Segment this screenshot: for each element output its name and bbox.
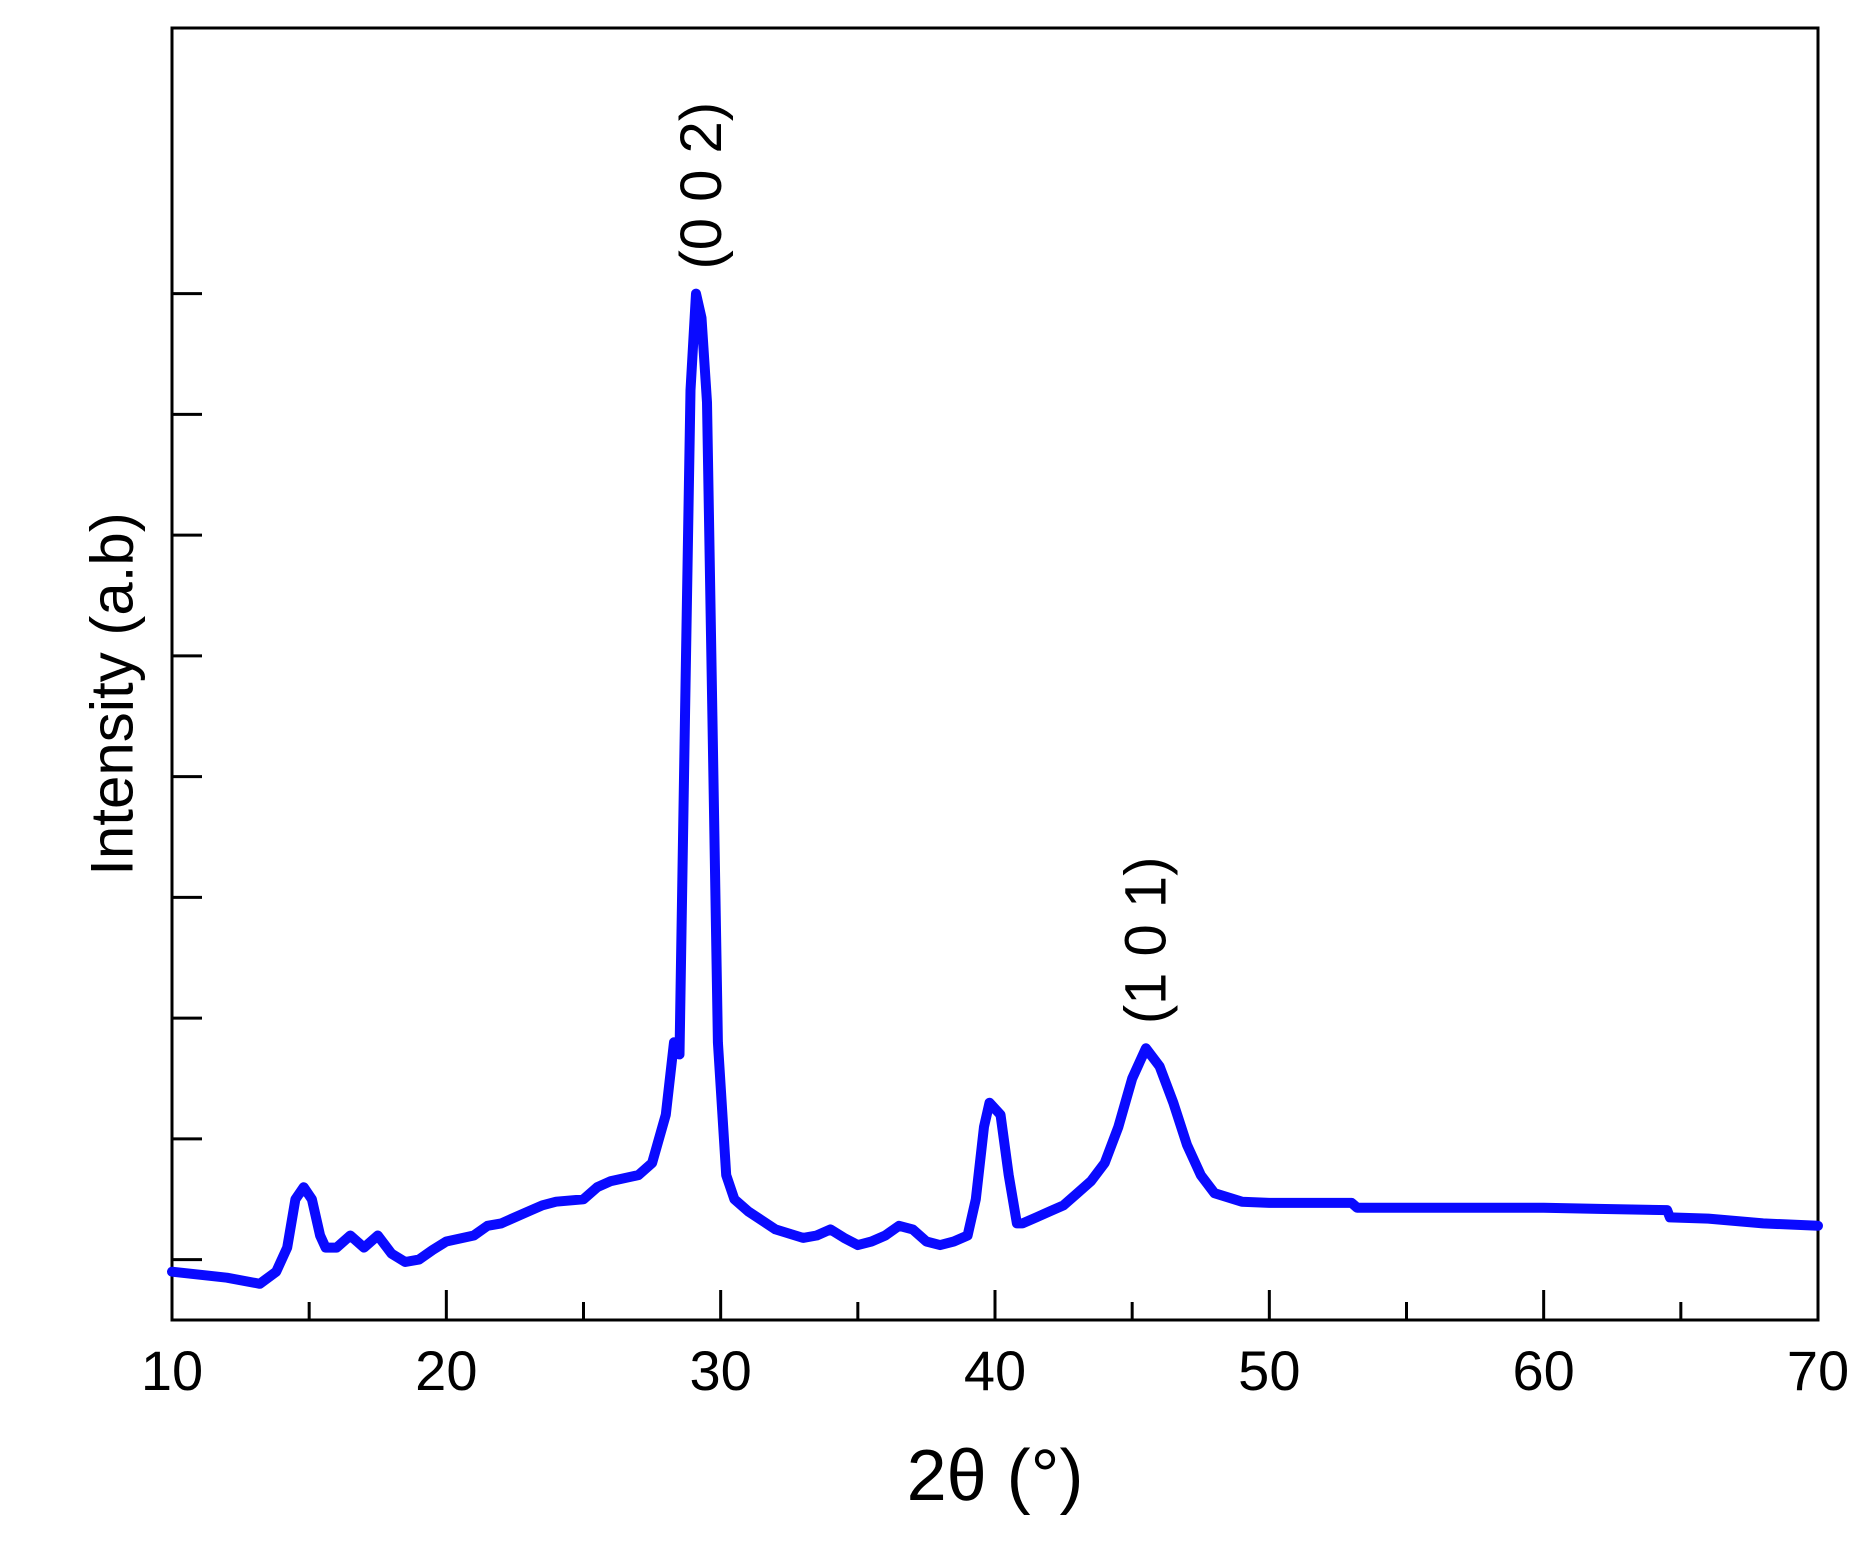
x-tick-label: 20: [415, 1339, 477, 1402]
plot-border: [170, 26, 1820, 1322]
plot-frame: [170, 26, 1820, 1322]
y-axis-ticks: [172, 292, 202, 1262]
x-tick-label: 40: [964, 1339, 1026, 1402]
x-tick-label: 10: [141, 1339, 203, 1402]
x-tick-label: 60: [1513, 1339, 1575, 1402]
x-tick-label: 50: [1238, 1339, 1300, 1402]
peak-label: (0 0 2): [669, 102, 734, 270]
x-axis-title: 2θ (°): [907, 1436, 1084, 1516]
series-line: [167, 288, 1823, 1289]
x-tick-label: 70: [1787, 1339, 1849, 1402]
axis-titles: 2θ (°) Intensity (a.b): [79, 512, 1084, 1516]
annotation-layer: (0 0 2) (1 0 1): [669, 102, 1178, 1024]
series-layer: [167, 288, 1823, 1289]
x-tick-label: 30: [690, 1339, 752, 1402]
x-axis-ticks: 10 20 30 40 50 60 70: [141, 1290, 1849, 1402]
y-axis-title: Intensity (a.b): [79, 512, 146, 876]
peak-label: (1 0 1): [1113, 857, 1178, 1025]
